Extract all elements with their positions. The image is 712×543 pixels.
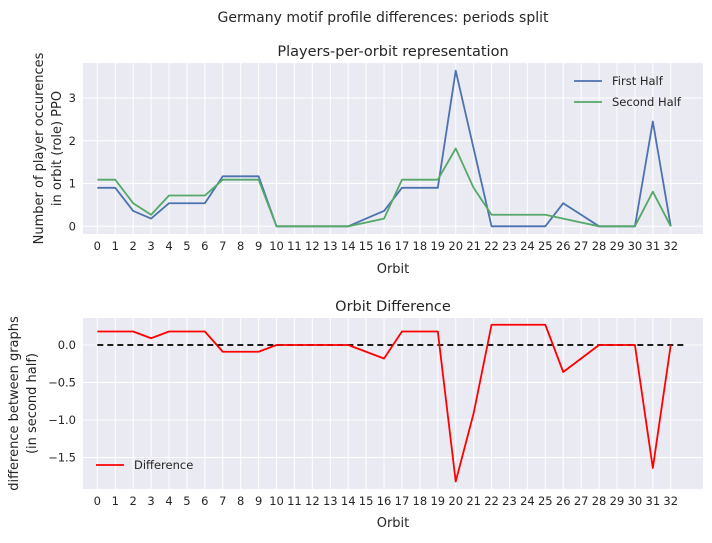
x-tick-label: 18 — [413, 239, 428, 253]
x-tick-label: 1 — [112, 494, 119, 508]
x-tick-label: 32 — [663, 239, 678, 253]
y-tick-label: 1 — [69, 177, 76, 191]
plot-area — [83, 63, 703, 234]
x-axis-label: Orbit — [377, 516, 410, 531]
y-tick-label: −0.5 — [48, 376, 76, 390]
y-tick-label: 3 — [69, 91, 76, 105]
x-tick-label: 29 — [610, 494, 625, 508]
x-tick-label: 14 — [341, 494, 356, 508]
x-tick-label: 26 — [556, 239, 571, 253]
x-tick-label: 23 — [502, 239, 517, 253]
x-tick-label: 30 — [628, 239, 643, 253]
x-tick-label: 26 — [556, 494, 571, 508]
x-tick-label: 19 — [430, 239, 445, 253]
legend: First Half Second Half — [574, 74, 682, 109]
x-tick-label: 13 — [323, 239, 338, 253]
x-tick-label: 2 — [130, 494, 137, 508]
x-tick-label: 11 — [287, 239, 302, 253]
x-tick-label: 29 — [610, 239, 625, 253]
x-tick-label: 3 — [147, 494, 154, 508]
x-tick-label: 22 — [484, 239, 499, 253]
x-tick-label: 25 — [538, 494, 553, 508]
x-tick-label: 5 — [183, 239, 190, 253]
x-tick-label: 28 — [592, 239, 607, 253]
x-tick-label: 13 — [323, 494, 338, 508]
x-tick-label: 14 — [341, 239, 356, 253]
x-tick-label: 6 — [201, 239, 208, 253]
y-tick-label: −1.0 — [48, 413, 76, 427]
x-tick-label: 12 — [305, 239, 320, 253]
y-axis-label: difference between graphs — [7, 316, 22, 491]
x-tick-label: 17 — [395, 239, 410, 253]
x-tick-label: 4 — [165, 239, 172, 253]
x-tick-label: 23 — [502, 494, 517, 508]
x-tick-label: 24 — [520, 239, 535, 253]
chart-title: Players-per-orbit representation — [277, 44, 508, 60]
legend: Difference — [96, 458, 193, 472]
chart-title: Orbit Difference — [335, 299, 451, 315]
x-tick-label: 11 — [287, 494, 302, 508]
x-tick-label: 9 — [255, 239, 262, 253]
x-tick-label: 18 — [413, 494, 428, 508]
legend-label-difference: Difference — [134, 458, 193, 472]
y-axis-label: (in second half) — [25, 353, 40, 454]
chart-players-per-orbit: 0 1 2 3 4 5 6 7 8 9 10 11 12 13 14 15 16 17 18 19 20 21 22 23 24… — [32, 44, 703, 277]
legend-label-second-half: Second Half — [612, 95, 682, 109]
x-tick-label: 3 — [147, 239, 154, 253]
x-tick-label: 20 — [448, 494, 463, 508]
y-tick-label: 0.0 — [58, 338, 76, 352]
x-axis-label: Orbit — [377, 262, 410, 277]
x-tick-label: 6 — [201, 494, 208, 508]
x-tick-label: 12 — [305, 494, 320, 508]
x-tick-label: 28 — [592, 494, 607, 508]
x-tick-label: 10 — [269, 239, 284, 253]
x-tick-label: 4 — [165, 494, 172, 508]
legend-label-first-half: First Half — [612, 74, 664, 88]
x-tick-label: 32 — [663, 494, 678, 508]
x-tick-label: 8 — [237, 494, 244, 508]
x-tick-label: 22 — [484, 494, 499, 508]
x-tick-label: 2 — [130, 239, 137, 253]
x-tick-label: 7 — [219, 494, 226, 508]
x-tick-label: 0 — [94, 494, 101, 508]
x-tick-label: 21 — [466, 494, 481, 508]
x-tick-label: 16 — [377, 239, 392, 253]
x-tick-label: 17 — [395, 494, 410, 508]
x-tick-label: 27 — [574, 239, 589, 253]
series-line-second-half — [97, 147, 672, 228]
chart-orbit-difference: 0 1 2 3 4 5 6 7 8 9 10 11 12 13 14 15 16 17 18 19 20 21 22 23 24… — [7, 299, 703, 531]
x-tick-label: 30 — [628, 494, 643, 508]
x-tick-label: 7 — [219, 239, 226, 253]
x-tick-label: 10 — [269, 494, 284, 508]
x-tick-label: 9 — [255, 494, 262, 508]
x-tick-label: 31 — [646, 494, 661, 508]
y-tick-label: 0 — [69, 219, 76, 233]
series-line-difference — [97, 323, 672, 483]
x-tick-label: 19 — [430, 494, 445, 508]
x-tick-label: 21 — [466, 239, 481, 253]
x-tick-label: 5 — [183, 494, 190, 508]
x-tick-label: 20 — [448, 239, 463, 253]
figure-title: Germany motif profile differences: perio… — [218, 10, 549, 26]
y-axis-label: Number of player occurences — [32, 52, 47, 244]
x-tick-label: 15 — [359, 494, 374, 508]
x-tick-label: 8 — [237, 239, 244, 253]
series-line-first-half — [97, 69, 672, 228]
x-tick-label: 27 — [574, 494, 589, 508]
y-tick-label: 2 — [69, 134, 76, 148]
x-tick-label: 1 — [112, 239, 119, 253]
y-axis-label: in orbit (role) PPO — [50, 91, 65, 206]
x-tick-label: 31 — [646, 239, 661, 253]
y-tick-label: −1.5 — [48, 451, 76, 465]
x-tick-label: 0 — [94, 239, 101, 253]
x-tick-label: 16 — [377, 494, 392, 508]
x-tick-label: 15 — [359, 239, 374, 253]
x-tick-label: 25 — [538, 239, 553, 253]
x-tick-label: 24 — [520, 494, 535, 508]
